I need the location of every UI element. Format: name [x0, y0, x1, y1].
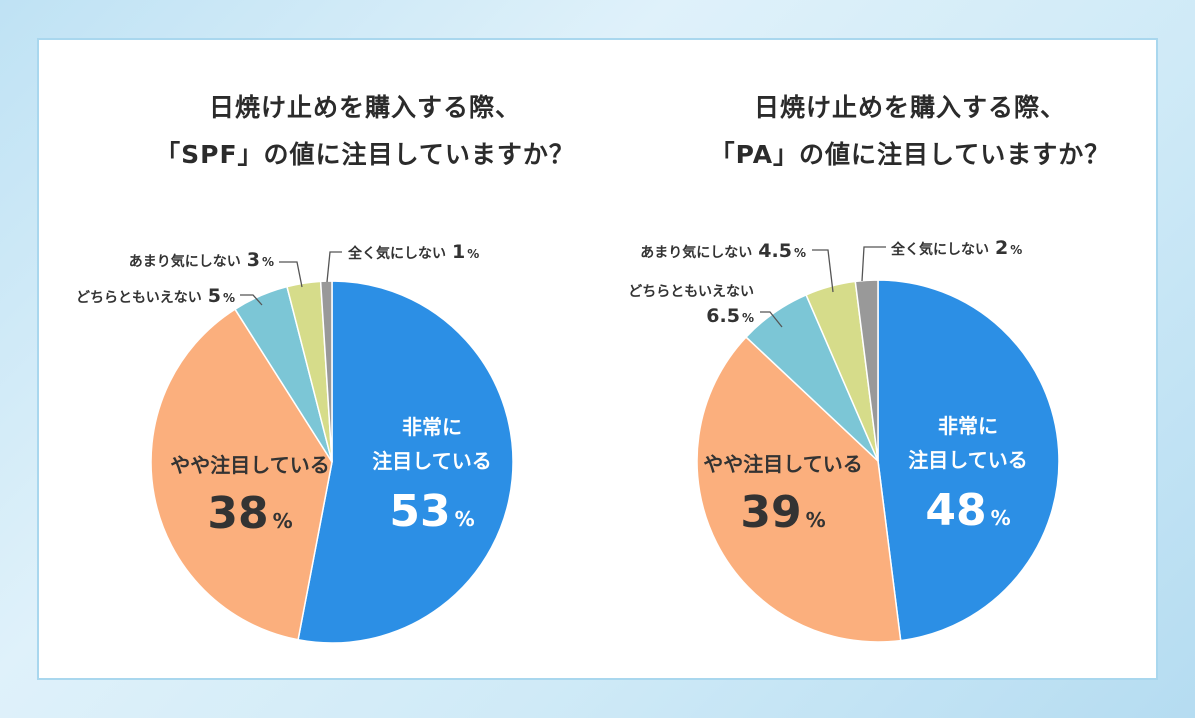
slice-label: 全く気にしない 2%: [890, 237, 1022, 259]
slice-label: やや注目している: [703, 452, 862, 476]
leader-line: [326, 251, 342, 283]
title-line-1: 日焼け止めを購入する際、: [208, 93, 521, 122]
slice-value: 5: [208, 285, 221, 307]
leader-line: [812, 249, 834, 293]
slice-value: 38%: [207, 488, 292, 539]
slice-label: 非常に: [402, 415, 462, 439]
leader-line: [279, 261, 303, 288]
slice-value: 48%: [925, 485, 1010, 536]
title-line-2: 「SPF」の値に注目していますか？: [155, 140, 575, 169]
slice-label: 全く気にしない 1%: [347, 241, 479, 263]
slice-label: どちらともいえない 5%: [76, 285, 235, 307]
slice-label: やや注目している: [170, 453, 329, 477]
slice-value: 6.5%: [706, 305, 754, 327]
pie-slice-0: [297, 280, 514, 644]
chart-title-spf: 日焼け止めを購入する際、 「SPF」の値に注目していますか？: [105, 84, 625, 178]
leader-line: [240, 294, 263, 306]
slice-label: どちらともいえない: [628, 284, 754, 300]
pie-slice-4: [319, 280, 333, 463]
slice-value: 53%: [389, 486, 474, 537]
pie-slice-4: [854, 279, 879, 462]
chart-title-pa: 日焼け止めを購入する際、 「PA」の値に注目していますか？: [650, 84, 1170, 178]
slice-label: 注目している: [372, 449, 491, 473]
slice-label: 非常に: [938, 414, 998, 438]
slice-value: 2: [995, 237, 1008, 259]
title-line-1: 日焼け止めを購入する際、: [753, 93, 1066, 122]
slice-value: 1: [452, 241, 465, 263]
pie-slice-1: [696, 336, 902, 643]
title-line-2: 「PA」の値に注目していますか？: [709, 140, 1111, 169]
slice-value: 3: [247, 249, 260, 271]
pie-slice-0: [877, 279, 1060, 642]
slice-value: 39%: [740, 487, 825, 538]
slice-label: 注目している: [908, 448, 1027, 472]
slice-value: 4.5: [758, 240, 792, 262]
slice-label: あまり気にしない 4.5%: [640, 240, 806, 262]
slice-label: あまり気にしない 3%: [129, 249, 274, 271]
leader-line: [861, 246, 886, 282]
leader-line: [760, 311, 783, 328]
